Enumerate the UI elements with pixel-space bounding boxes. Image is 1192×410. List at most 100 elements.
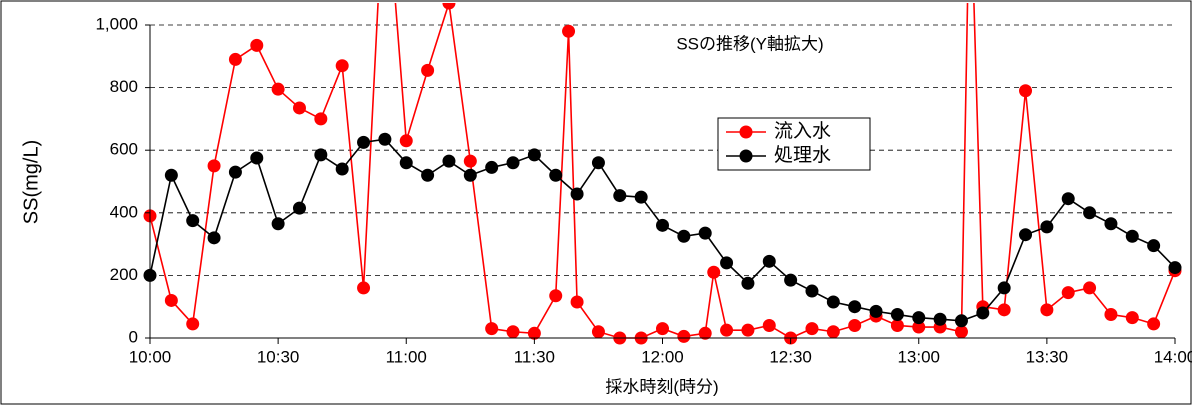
data-point — [357, 281, 371, 295]
data-point — [954, 325, 968, 339]
data-point — [463, 154, 477, 168]
x-tick-label: 12:30 — [769, 347, 812, 366]
data-point — [399, 134, 413, 148]
data-point — [976, 306, 990, 320]
data-point — [848, 318, 862, 332]
data-point — [762, 318, 776, 332]
data-point — [954, 314, 968, 328]
data-point — [741, 276, 755, 290]
chart-title: SSの推移(Y軸拡大) — [676, 34, 823, 53]
data-point — [997, 303, 1011, 317]
data-point — [1125, 229, 1139, 243]
data-point — [698, 226, 712, 240]
data-point — [826, 295, 840, 309]
data-point — [1040, 220, 1054, 234]
data-point — [463, 168, 477, 182]
y-tick-label: 800 — [110, 77, 138, 96]
y-tick-label: 600 — [110, 140, 138, 159]
data-point — [997, 281, 1011, 295]
data-point — [186, 317, 200, 331]
x-tick-label: 13:00 — [897, 347, 940, 366]
x-tick-label: 10:00 — [129, 347, 172, 366]
data-point — [292, 101, 306, 115]
data-point — [933, 312, 947, 326]
data-point — [314, 148, 328, 162]
data-point — [506, 325, 520, 339]
x-tick-label: 10:30 — [257, 347, 300, 366]
data-point — [421, 168, 435, 182]
data-point — [805, 284, 819, 298]
data-point — [1083, 206, 1097, 220]
data-point — [1061, 192, 1075, 206]
data-point — [890, 318, 904, 332]
data-point — [591, 156, 605, 170]
data-point — [1147, 239, 1161, 253]
data-point — [335, 162, 349, 176]
data-point — [164, 168, 178, 182]
data-point — [1104, 308, 1118, 322]
data-point — [826, 325, 840, 339]
data-point — [656, 322, 669, 336]
y-tick-label: 400 — [110, 202, 138, 221]
data-point — [912, 311, 926, 325]
data-point — [1019, 228, 1033, 242]
data-point — [570, 295, 584, 309]
data-point — [762, 254, 776, 268]
data-point — [485, 160, 499, 174]
series-line — [149, 3, 1176, 339]
data-point — [357, 135, 371, 149]
data-point — [720, 323, 734, 337]
data-point — [613, 189, 627, 203]
y-axis-label: SS(mg/L) — [20, 140, 42, 224]
data-point — [1040, 303, 1054, 317]
data-point — [869, 304, 883, 318]
data-point — [912, 320, 926, 334]
data-point — [335, 59, 349, 73]
legend-marker — [739, 125, 753, 139]
data-point — [271, 217, 285, 231]
data-point — [848, 300, 862, 314]
data-point — [549, 289, 563, 303]
data-point — [677, 329, 691, 343]
legend-marker — [739, 149, 753, 163]
y-tick-label: 1,000 — [95, 14, 138, 33]
data-point — [186, 214, 200, 228]
x-tick-label: 12:00 — [641, 347, 684, 366]
y-tick-label: 200 — [110, 265, 138, 284]
data-point — [741, 323, 755, 337]
data-point — [591, 325, 605, 339]
data-point — [1125, 311, 1139, 325]
data-point — [656, 218, 669, 232]
x-tick-label: 11:00 — [386, 347, 427, 366]
data-point — [562, 24, 576, 38]
data-point — [707, 265, 721, 279]
legend-label: 処理水 — [774, 144, 831, 166]
x-tick-label: 11:30 — [514, 347, 555, 366]
data-point — [549, 168, 563, 182]
data-point — [1019, 84, 1033, 98]
data-point — [485, 322, 499, 336]
data-point — [207, 159, 221, 173]
data-point — [271, 82, 285, 96]
x-tick-label: 14:00 — [1154, 347, 1192, 366]
data-point — [228, 165, 242, 179]
y-tick-label: 0 — [129, 327, 138, 346]
x-axis-label: 採水時刻(時分) — [605, 377, 718, 396]
data-point — [442, 3, 456, 10]
data-point — [250, 151, 264, 165]
data-point — [164, 293, 178, 307]
data-point — [421, 63, 435, 77]
data-point — [506, 156, 520, 170]
data-point — [698, 326, 712, 340]
legend-label: 流入水 — [774, 120, 831, 142]
data-point — [1083, 281, 1097, 295]
data-point — [378, 132, 392, 146]
data-point — [1104, 217, 1118, 231]
x-tick-label: 13:30 — [1026, 347, 1069, 366]
data-point — [1061, 286, 1075, 300]
data-point — [1168, 261, 1182, 275]
data-point — [784, 273, 798, 287]
